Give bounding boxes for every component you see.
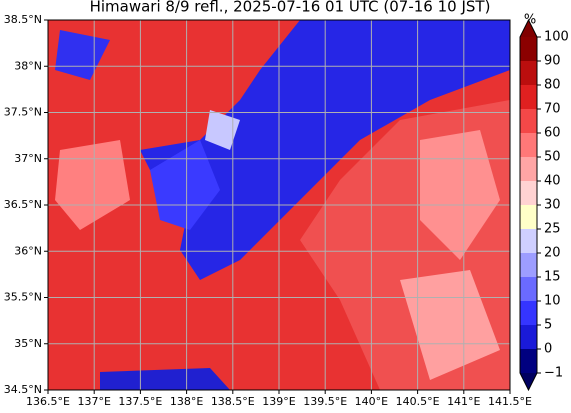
x-tick-label: 141.5°E [488, 395, 532, 408]
x-tick-label: 139.5°E [303, 395, 347, 408]
colorbar-bin [520, 253, 537, 277]
colorbar-bin [520, 133, 537, 157]
colorbar-label: 70 [544, 102, 561, 117]
colorbar-label: 90 [544, 54, 561, 69]
colorbar-bin [520, 181, 537, 205]
x-tick-label: 140.5°E [396, 395, 440, 408]
colorbar-label: 100 [544, 30, 569, 45]
x-tick-label: 137°E [77, 395, 110, 408]
colorbar-label: 80 [544, 78, 561, 93]
colorbar-label: 0 [544, 342, 552, 357]
colorbar-bin [520, 325, 537, 349]
colorbar-label: 25 [544, 222, 561, 237]
colorbar-bin [520, 277, 537, 301]
x-tick-label: 137.5°E [118, 395, 162, 408]
colorbar-label: 15 [544, 270, 561, 285]
x-tick-label: 136.5°E [26, 395, 70, 408]
colorbar-bin [520, 61, 537, 85]
colorbar-bin [520, 157, 537, 181]
x-tick-label: 139°E [262, 395, 295, 408]
x-tick-label: 141°E [447, 395, 480, 408]
colorbar-label: 40 [544, 174, 561, 189]
y-tick-label: 35°N [14, 337, 42, 350]
colorbar-extend-under [520, 373, 537, 390]
y-tick-label: 34.5°N [4, 383, 42, 396]
y-tick-label: 37.5°N [4, 106, 42, 119]
x-tick-label: 140°E [355, 395, 388, 408]
colorbar-bin [520, 301, 537, 325]
colorbar-bin [520, 37, 537, 61]
x-tick-label: 138°E [170, 395, 203, 408]
colorbar-label: 30 [544, 198, 561, 213]
colorbar-label: −1 [544, 366, 563, 381]
colorbar-extend-over [520, 20, 537, 37]
colorbar-label: 10 [544, 294, 561, 309]
colorbar-bin [520, 229, 537, 253]
y-tick-label: 36.5°N [4, 198, 42, 211]
x-tick-label: 138.5°E [211, 395, 255, 408]
colorbar-bin [520, 85, 537, 109]
y-tick-label: 38.5°N [4, 13, 42, 26]
colorbar-label: 5 [544, 318, 552, 333]
colorbar-bin [520, 109, 537, 133]
y-tick-label: 35.5°N [4, 291, 42, 304]
colorbar-bin [520, 205, 537, 229]
y-tick-label: 38°N [14, 59, 42, 72]
colorbar-label: 20 [544, 246, 561, 261]
y-tick-label: 36°N [14, 244, 42, 257]
y-tick-label: 37°N [14, 152, 42, 165]
colorbar-bin [520, 349, 537, 373]
colorbar-label: 50 [544, 150, 561, 165]
map-title: Himawari 8/9 refl., 2025-07-16 01 UTC (0… [90, 0, 491, 16]
colorbar-label: 60 [544, 126, 561, 141]
